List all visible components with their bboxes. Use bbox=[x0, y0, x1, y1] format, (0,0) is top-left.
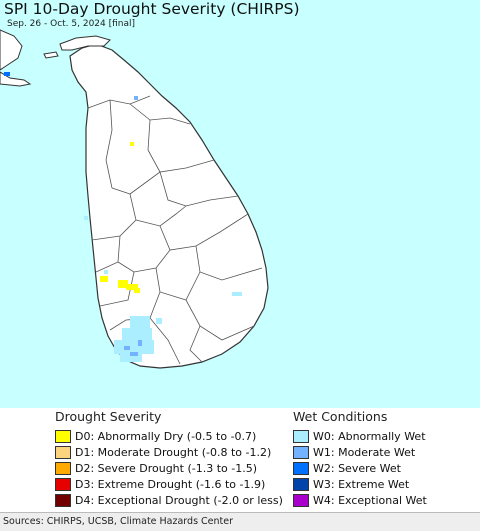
legend-label-w1: W1: Moderate Wet bbox=[313, 445, 416, 459]
legend-item-w3: W3: Extreme Wet bbox=[293, 476, 427, 492]
drought-legend-heading: Drought Severity bbox=[55, 409, 162, 424]
legend-label-d4: D4: Exceptional Drought (-2.0 or less) bbox=[75, 493, 283, 507]
legend-item-w1: W1: Moderate Wet bbox=[293, 444, 427, 460]
legend: Drought Severity D0: Abnormally Dry (-0.… bbox=[0, 408, 480, 512]
legend-item-d1: D1: Moderate Drought (-0.8 to -1.2) bbox=[55, 444, 283, 460]
legend-item-w4: W4: Exceptional Wet bbox=[293, 492, 427, 508]
legend-label-d0: D0: Abnormally Dry (-0.5 to -0.7) bbox=[75, 429, 257, 443]
wet-w1-patches bbox=[124, 96, 142, 356]
swatch-d4 bbox=[55, 493, 71, 507]
drought-d0-patches bbox=[100, 142, 140, 293]
legend-item-d3: D3: Extreme Drought (-1.6 to -1.9) bbox=[55, 476, 283, 492]
swatch-w3 bbox=[293, 477, 309, 491]
jaffna-peninsula bbox=[59, 35, 111, 51]
district-boundaries bbox=[87, 95, 263, 365]
map-panel: SPI 10-Day Drought Severity (CHIRPS) Sep… bbox=[0, 0, 480, 410]
map-subtitle: Sep. 26 - Oct. 5, 2024 [final] bbox=[7, 19, 136, 29]
legend-label-w4: W4: Exceptional Wet bbox=[313, 493, 427, 507]
swatch-d3 bbox=[55, 477, 71, 491]
island-fragment bbox=[43, 51, 59, 59]
legend-label-w0: W0: Abnormally Wet bbox=[313, 429, 426, 443]
sri-lanka-outline bbox=[69, 43, 269, 369]
legend-label-d3: D3: Extreme Drought (-1.6 to -1.9) bbox=[75, 477, 266, 491]
wet-legend-heading: Wet Conditions bbox=[293, 409, 388, 424]
swatch-d2 bbox=[55, 461, 71, 475]
legend-item-d0: D0: Abnormally Dry (-0.5 to -0.7) bbox=[55, 428, 283, 444]
legend-label-d1: D1: Moderate Drought (-0.8 to -1.2) bbox=[75, 445, 272, 459]
india-coast-strip bbox=[0, 71, 32, 87]
swatch-w2 bbox=[293, 461, 309, 475]
legend-item-d4: D4: Exceptional Drought (-2.0 or less) bbox=[55, 492, 283, 508]
wet-w0-patches bbox=[84, 216, 242, 362]
swatch-w1 bbox=[293, 445, 309, 459]
map-title: SPI 10-Day Drought Severity (CHIRPS) bbox=[4, 0, 300, 18]
legend-label-w2: W2: Severe Wet bbox=[313, 461, 401, 475]
drought-legend: Drought Severity D0: Abnormally Dry (-0.… bbox=[55, 408, 283, 508]
india-coast bbox=[0, 29, 23, 71]
source-bar: Sources: CHIRPS, UCSB, Climate Hazards C… bbox=[0, 512, 480, 531]
sri-lanka-map bbox=[0, 29, 269, 369]
legend-item-w0: W0: Abnormally Wet bbox=[293, 428, 427, 444]
legend-item-d2: D2: Severe Drought (-1.3 to -1.5) bbox=[55, 460, 283, 476]
source-credit: Sources: CHIRPS, UCSB, Climate Hazards C… bbox=[3, 516, 234, 527]
wet-legend: Wet Conditions W0: Abnormally Wet W1: Mo… bbox=[293, 408, 427, 508]
legend-label-d2: D2: Severe Drought (-1.3 to -1.5) bbox=[75, 461, 258, 475]
india-wet-patch bbox=[4, 72, 10, 76]
legend-item-w2: W2: Severe Wet bbox=[293, 460, 427, 476]
swatch-d0 bbox=[55, 429, 71, 443]
swatch-w0 bbox=[293, 429, 309, 443]
swatch-w4 bbox=[293, 493, 309, 507]
legend-label-w3: W3: Extreme Wet bbox=[313, 477, 410, 491]
swatch-d1 bbox=[55, 445, 71, 459]
